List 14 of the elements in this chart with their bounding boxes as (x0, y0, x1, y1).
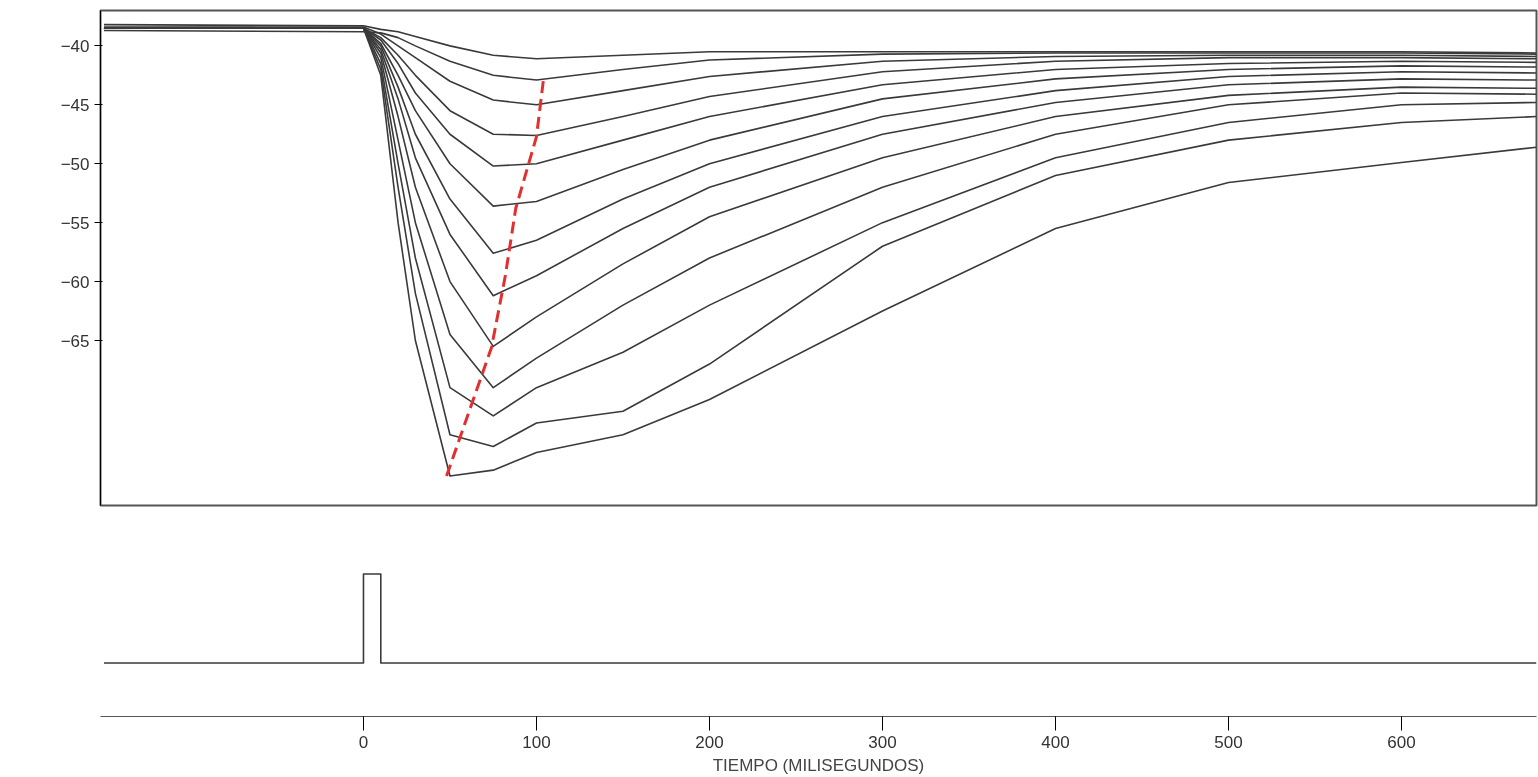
x-tick-label: 300 (868, 732, 897, 752)
y-tick-label: −65 (60, 331, 90, 351)
y-tick-label: −55 (60, 213, 90, 233)
x-tick-label: 500 (1214, 732, 1243, 752)
y-tick-label: −45 (60, 95, 90, 115)
x-tick-label: 200 (695, 732, 724, 752)
x-tick-label: 400 (1041, 732, 1070, 752)
x-tick-label: 0 (358, 732, 369, 752)
x-axis-title: TIEMPO (MILISEGUNDOS) (712, 755, 925, 775)
x-tick-label: 100 (522, 732, 551, 752)
x-tick-label: 600 (1387, 732, 1416, 752)
y-tick-label: −50 (60, 154, 90, 174)
y-tick-label: −40 (60, 36, 90, 56)
y-tick-label: −60 (60, 272, 90, 292)
